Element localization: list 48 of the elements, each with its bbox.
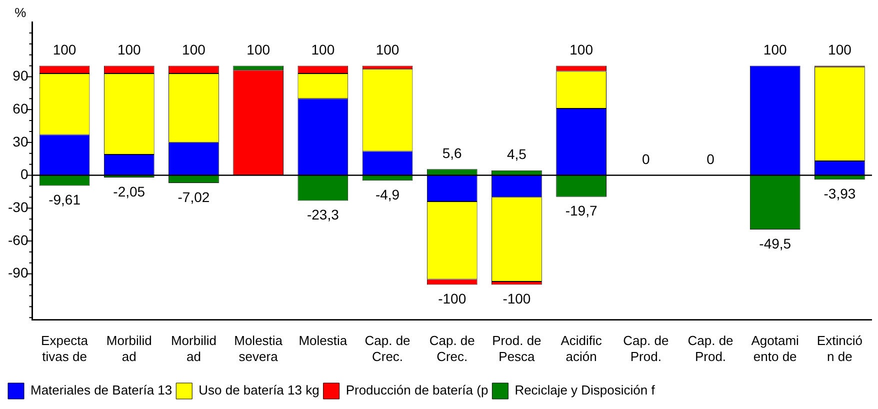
x-tick-label: Cap. de Prod. — [688, 333, 734, 364]
text: -49,5 — [759, 235, 792, 252]
text: -7,02 — [178, 188, 210, 205]
y-tick-label: -90 — [8, 264, 28, 281]
text: 5,6 — [442, 145, 462, 162]
x-tick-label: Cap. de Crec. — [429, 333, 475, 364]
y-tick-label: 0 — [20, 166, 28, 182]
text: -4,9 — [375, 186, 400, 203]
legend-label: Materiales de Batería 13 — [30, 382, 172, 398]
text: -100 — [438, 290, 466, 307]
x-tick-label: Agotami ento de — [751, 333, 800, 364]
text: 100 — [182, 42, 206, 58]
x-tick-label: Morbilid ad — [106, 333, 152, 364]
text: -9,61 — [48, 192, 80, 208]
text: -23,3 — [306, 206, 339, 223]
y-axis-title: % — [14, 5, 27, 20]
text: 100 — [570, 42, 593, 58]
text: -100 — [502, 290, 531, 307]
x-tick-label: Prod. de Pesca — [492, 333, 542, 364]
text: 100 — [828, 42, 852, 58]
x-tick-label: Cap. de Crec. — [364, 333, 410, 364]
x-tick-label: Extinció n de — [816, 333, 862, 364]
x-tick-label: Cap. de Prod. — [623, 333, 669, 364]
y-tick-label: -60 — [8, 232, 28, 248]
text: 0 — [706, 151, 714, 168]
y-tick-label: 60 — [12, 100, 28, 116]
text: -2,05 — [113, 183, 146, 200]
text: -3,93 — [824, 185, 856, 202]
text: 0 — [642, 151, 650, 168]
text: -19,7 — [565, 202, 598, 219]
y-tick-label: 30 — [12, 133, 28, 150]
y-tick-label: -30 — [8, 198, 28, 215]
legend-label: Reciclaje y Disposición f — [514, 382, 656, 398]
text: 100 — [376, 42, 400, 58]
x-tick-label: Expecta tivas de — [41, 333, 89, 364]
text: 100 — [246, 42, 270, 58]
text: 100 — [52, 42, 76, 58]
x-tick-label: Acidific ación — [560, 333, 602, 364]
x-tick-label: Morbilid ad — [170, 333, 216, 364]
legend-label: Producción de batería (p — [346, 382, 488, 398]
text: 100 — [117, 42, 141, 58]
text: 4,5 — [506, 146, 526, 162]
x-tick-label: Molestia — [298, 333, 348, 348]
y-tick-label: 90 — [12, 68, 28, 84]
text: 100 — [311, 42, 335, 58]
text: 100 — [763, 42, 787, 58]
x-tick-label: Molestia severa — [234, 333, 284, 364]
legend-label: Uso de batería 13 kg — [198, 382, 320, 398]
